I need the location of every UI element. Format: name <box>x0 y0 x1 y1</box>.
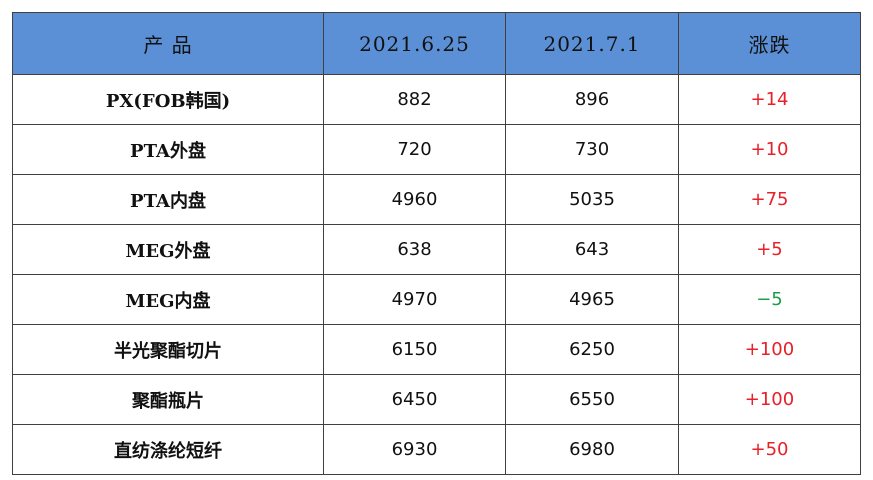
price-date-1-cell: 6150 <box>323 324 506 375</box>
table-body: PX(FOB韩国) 882 896 +14 PTA外盘 720 730 +10 PTA内盘 496… <box>12 74 861 475</box>
table-row: MEG外盘 638 643 +5 <box>12 224 861 275</box>
price-date-2-cell: 5035 <box>505 174 679 225</box>
change-cell: +10 <box>678 124 861 175</box>
table-row: PTA内盘 4960 5035 +75 <box>12 174 861 225</box>
product-cell: MEG内盘 <box>12 274 324 325</box>
header-date-2: 2021.7.1 <box>505 12 679 75</box>
product-cell: PTA外盘 <box>12 124 324 175</box>
header-row: 产 品 2021.6.25 2021.7.1 涨跌 <box>12 12 861 75</box>
price-date-2-cell: 6250 <box>505 324 679 375</box>
change-cell: +100 <box>678 324 861 375</box>
product-cell: PTA内盘 <box>12 174 324 225</box>
price-date-1-cell: 638 <box>323 224 506 275</box>
change-cell: +50 <box>678 424 861 475</box>
header-date-1: 2021.6.25 <box>323 12 506 75</box>
price-date-2-cell: 896 <box>505 74 679 125</box>
change-cell: +14 <box>678 74 861 125</box>
price-date-2-cell: 6550 <box>505 374 679 425</box>
price-date-2-cell: 643 <box>505 224 679 275</box>
change-cell: +5 <box>678 224 861 275</box>
table-row: PTA外盘 720 730 +10 <box>12 124 861 175</box>
table-row: 直纺涤纶短纤 6930 6980 +50 <box>12 424 861 475</box>
change-cell: +75 <box>678 174 861 225</box>
table-row: 半光聚酯切片 6150 6250 +100 <box>12 324 861 375</box>
price-table: 产 品 2021.6.25 2021.7.1 涨跌 PX(FOB韩国) 882 89… <box>12 12 861 475</box>
product-cell: 半光聚酯切片 <box>12 324 324 375</box>
table-row: MEG内盘 4970 4965 −5 <box>12 274 861 325</box>
price-date-1-cell: 720 <box>323 124 506 175</box>
product-cell: 直纺涤纶短纤 <box>12 424 324 475</box>
price-date-1-cell: 882 <box>323 74 506 125</box>
change-cell: −5 <box>678 274 861 325</box>
product-cell: MEG外盘 <box>12 224 324 275</box>
product-cell: PX(FOB韩国) <box>12 74 324 125</box>
change-cell: +100 <box>678 374 861 425</box>
price-date-1-cell: 6450 <box>323 374 506 425</box>
price-date-2-cell: 730 <box>505 124 679 175</box>
price-date-1-cell: 6930 <box>323 424 506 475</box>
price-date-1-cell: 4970 <box>323 274 506 325</box>
price-date-2-cell: 6980 <box>505 424 679 475</box>
header-change: 涨跌 <box>678 12 861 75</box>
product-cell: 聚酯瓶片 <box>12 374 324 425</box>
price-date-2-cell: 4965 <box>505 274 679 325</box>
price-date-1-cell: 4960 <box>323 174 506 225</box>
table-row: PX(FOB韩国) 882 896 +14 <box>12 74 861 125</box>
header-product: 产 品 <box>12 12 324 75</box>
table-header: 产 品 2021.6.25 2021.7.1 涨跌 <box>12 12 861 75</box>
table-row: 聚酯瓶片 6450 6550 +100 <box>12 374 861 425</box>
